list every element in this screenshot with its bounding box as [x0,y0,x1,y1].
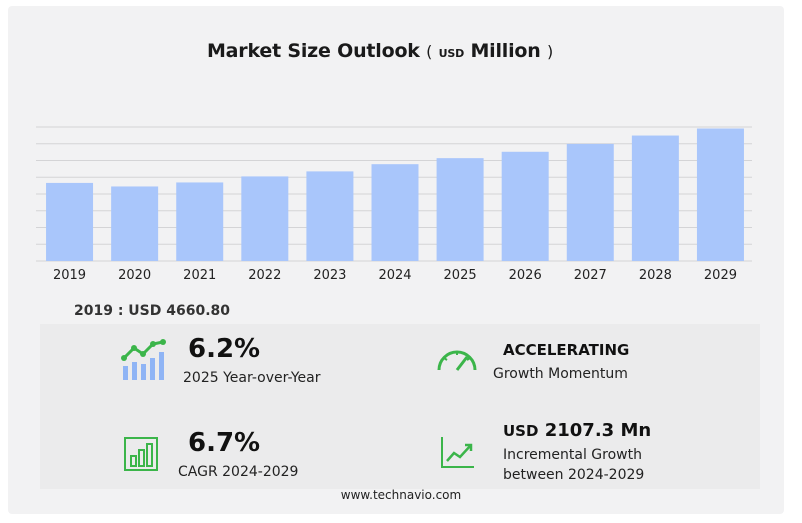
title-paren-close: ) [547,42,554,61]
bar-2020 [111,186,159,261]
chart-title: Market Size Outlook ( USD Million ) [0,40,760,62]
bar-chart: 2019 2020 2021 2022 2023 2024 2025 2026 2027 2028… [36,126,752,283]
cagr-label: CAGR 2024-2029 [178,464,299,480]
x-tick-label-2025: 2025 [444,268,477,283]
incremental-amount: 2107.3 Mn [544,420,652,441]
yoy-label: 2025 Year-over-Year [183,370,321,386]
x-tick-label-2022: 2022 [248,268,281,283]
x-tick-label-2021: 2021 [183,268,216,283]
trend-line-icon [441,437,474,468]
incremental-value: USD 2107.3 Mn [503,420,651,441]
title-paren-open: ( [426,42,433,61]
bar-2025 [436,158,484,261]
bar-chart-icon [124,437,158,471]
x-tick-label-2029: 2029 [704,268,737,283]
x-tick-label-2027: 2027 [574,268,607,283]
growth-bars-icon [121,339,166,380]
bar-2028 [631,135,679,261]
title-currency: USD [438,47,465,60]
bar-2021 [176,182,224,261]
cagr-value: 6.7% [188,428,261,458]
bar-2023 [306,171,354,261]
speedometer-icon [437,350,477,371]
x-tick-label-2028: 2028 [639,268,672,283]
bar-2027 [566,143,614,261]
stats-panel [40,324,760,489]
yoy-value: 6.2% [188,334,261,364]
base-year-value: 2019 : USD 4660.80 [74,303,231,319]
momentum-value: ACCELERATING [503,341,630,359]
incremental-label-2: between 2024-2029 [503,467,645,483]
x-tick-label-2023: 2023 [313,268,346,283]
bar-2019 [46,182,94,261]
x-tick-label-2019: 2019 [53,268,86,283]
incremental-currency: USD [503,422,539,440]
x-tick-label-2026: 2026 [509,268,542,283]
bar-2029 [696,128,744,261]
footer-site: www.technavio.com [340,488,462,502]
title-scale: Million [470,40,541,62]
bar-2024 [371,164,419,261]
incremental-label-1: Incremental Growth [503,447,642,463]
bar-2022 [241,176,289,261]
x-tick-label-2020: 2020 [118,268,151,283]
bar-2026 [501,151,549,261]
title-main: Market Size Outlook [206,40,420,62]
x-tick-label-2024: 2024 [378,268,411,283]
momentum-label: Growth Momentum [493,366,628,382]
